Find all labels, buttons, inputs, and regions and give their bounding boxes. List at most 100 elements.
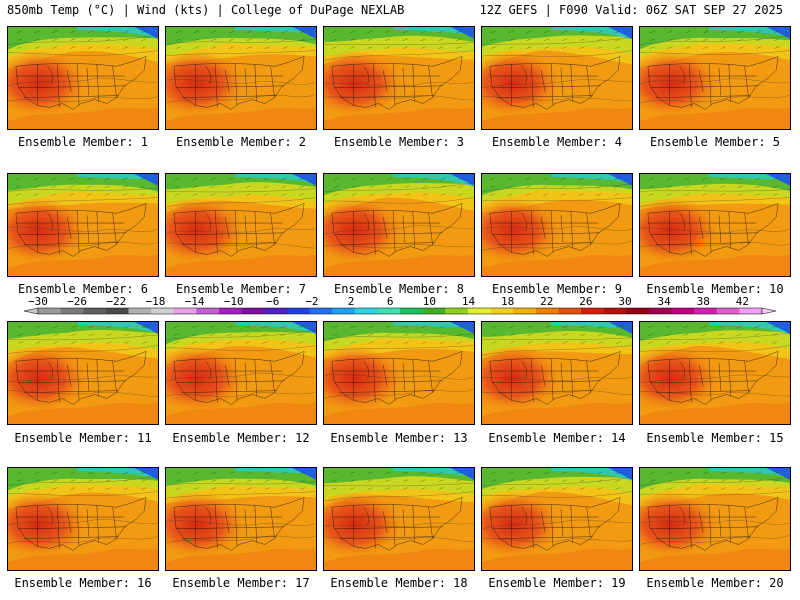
colorbar-tick-label: 34: [657, 295, 671, 308]
colorbar-swatch: [400, 308, 423, 314]
temperature-map: [482, 322, 632, 424]
ensemble-map-panel: [7, 26, 159, 130]
colorbar-swatch: [445, 308, 469, 314]
ensemble-map-panel: [639, 321, 791, 425]
ensemble-map-panel: [639, 26, 791, 130]
ensemble-member-label: Ensemble Member: 8: [333, 282, 465, 296]
colorbar-swatch: [603, 308, 627, 314]
temperature-map: [324, 322, 474, 424]
colorbar-swatch: [60, 308, 84, 314]
ensemble-member-label: Ensemble Member: 15: [646, 431, 784, 445]
colorbar-tick-label: 22: [540, 295, 554, 308]
colorbar-swatch: [309, 308, 333, 314]
ensemble-member-label: Ensemble Member: 14: [488, 431, 626, 445]
ensemble-map-panel: [323, 321, 475, 425]
ensemble-member-label: Ensemble Member: 12: [172, 431, 310, 445]
colorbar-tick-label: 26: [579, 295, 593, 308]
colorbar-swatch: [105, 308, 129, 314]
colorbar-tick-label: 10: [422, 295, 436, 308]
colorbar-swatch: [716, 308, 740, 314]
run-info: 12Z GEFS | F090 Valid: 06Z SAT SEP 27 20…: [479, 3, 783, 17]
colorbar-swatch: [694, 308, 718, 314]
colorbar-swatch: [354, 308, 378, 314]
ensemble-map-panel: [639, 173, 791, 277]
colorbar-swatch: [332, 308, 356, 314]
ensemble-member-label: Ensemble Member: 20: [646, 576, 784, 590]
colorbar-swatch: [83, 308, 107, 314]
ensemble-map-panel: [165, 26, 317, 130]
colorbar-swatch: [196, 308, 220, 314]
colorbar-tick-label: 6: [386, 295, 394, 308]
ensemble-member-label: Ensemble Member: 6: [17, 282, 149, 296]
colorbar-swatch: [173, 308, 197, 314]
ensemble-map-panel: [481, 467, 633, 571]
ensemble-map-panel: [165, 173, 317, 277]
ensemble-member-label: Ensemble Member: 18: [330, 576, 468, 590]
colorbar-swatch: [739, 308, 763, 314]
ensemble-map-panel: [481, 26, 633, 130]
ensemble-map-panel: [165, 321, 317, 425]
temperature-map: [640, 174, 790, 276]
ensemble-member-label: Ensemble Member: 13: [330, 431, 468, 445]
temperature-map: [166, 468, 316, 570]
temperature-map: [166, 322, 316, 424]
colorbar-swatch: [671, 308, 695, 314]
colorbar-tick-label: −14: [184, 295, 205, 308]
temperature-map: [482, 174, 632, 276]
colorbar-swatch: [38, 308, 61, 314]
colorbar-swatch: [128, 308, 152, 314]
colorbar-swatch: [581, 308, 604, 314]
colorbar-swatch: [626, 308, 650, 314]
ensemble-member-label: Ensemble Member: 9: [491, 282, 623, 296]
colorbar-tick-label: 2: [347, 295, 355, 308]
colorbar-tick-label: 14: [461, 295, 476, 308]
ensemble-member-label: Ensemble Member: 4: [491, 135, 623, 149]
temperature-map: [324, 27, 474, 129]
temperature-map: [8, 174, 158, 276]
temperature-map: [8, 27, 158, 129]
ensemble-map-panel: [481, 321, 633, 425]
colorbar-tick-label: −22: [106, 295, 127, 308]
colorbar-swatch: [490, 308, 514, 314]
header-bar: 850mb Temp (°C) | Wind (kts) | College o…: [0, 0, 800, 24]
temperature-map: [166, 174, 316, 276]
colorbar-swatch: [151, 308, 175, 314]
colorbar-tick-label: −10: [223, 295, 244, 308]
ensemble-member-label: Ensemble Member: 11: [14, 431, 152, 445]
temperature-colorbar: [23, 307, 777, 315]
temperature-map: [640, 322, 790, 424]
colorbar-swatch: [286, 308, 310, 314]
colorbar-tick-label: −2: [305, 295, 319, 308]
temperature-map: [8, 322, 158, 424]
colorbar-tick-label: −30: [28, 295, 48, 308]
colorbar-swatch: [264, 308, 288, 314]
ensemble-member-label: Ensemble Member: 7: [175, 282, 307, 296]
colorbar-labels: −30 −26 −22 −18 −14 −10 −6 −2 2 6 10 14 18 22 26 30 34 38…: [0, 296, 800, 308]
ensemble-map-panel: [323, 26, 475, 130]
temperature-map: [482, 27, 632, 129]
colorbar-swatch: [535, 308, 559, 314]
ensemble-map-panel: [481, 173, 633, 277]
temperature-map: [166, 27, 316, 129]
colorbar-swatch: [467, 308, 491, 314]
ensemble-member-label: Ensemble Member: 17: [172, 576, 310, 590]
colorbar-tick-label: 30: [618, 295, 632, 308]
ensemble-member-label: Ensemble Member: 10: [646, 282, 784, 296]
colorbar-max-arrow: [761, 307, 777, 315]
colorbar-min-arrow: [23, 307, 39, 315]
ensemble-map-panel: [639, 467, 791, 571]
colorbar-tick-label: −26: [67, 295, 88, 308]
ensemble-map-panel: [7, 467, 159, 571]
colorbar-swatch: [558, 308, 582, 314]
temperature-map: [324, 468, 474, 570]
colorbar-tick-label: −18: [145, 295, 166, 308]
ensemble-member-label: Ensemble Member: 1: [17, 135, 149, 149]
ensemble-member-label: Ensemble Member: 2: [175, 135, 307, 149]
temperature-map: [482, 468, 632, 570]
temperature-map: [640, 27, 790, 129]
ensemble-member-label: Ensemble Member: 3: [333, 135, 465, 149]
ensemble-map-panel: [323, 467, 475, 571]
ensemble-map-panel: [165, 467, 317, 571]
colorbar-swatch: [648, 308, 672, 314]
